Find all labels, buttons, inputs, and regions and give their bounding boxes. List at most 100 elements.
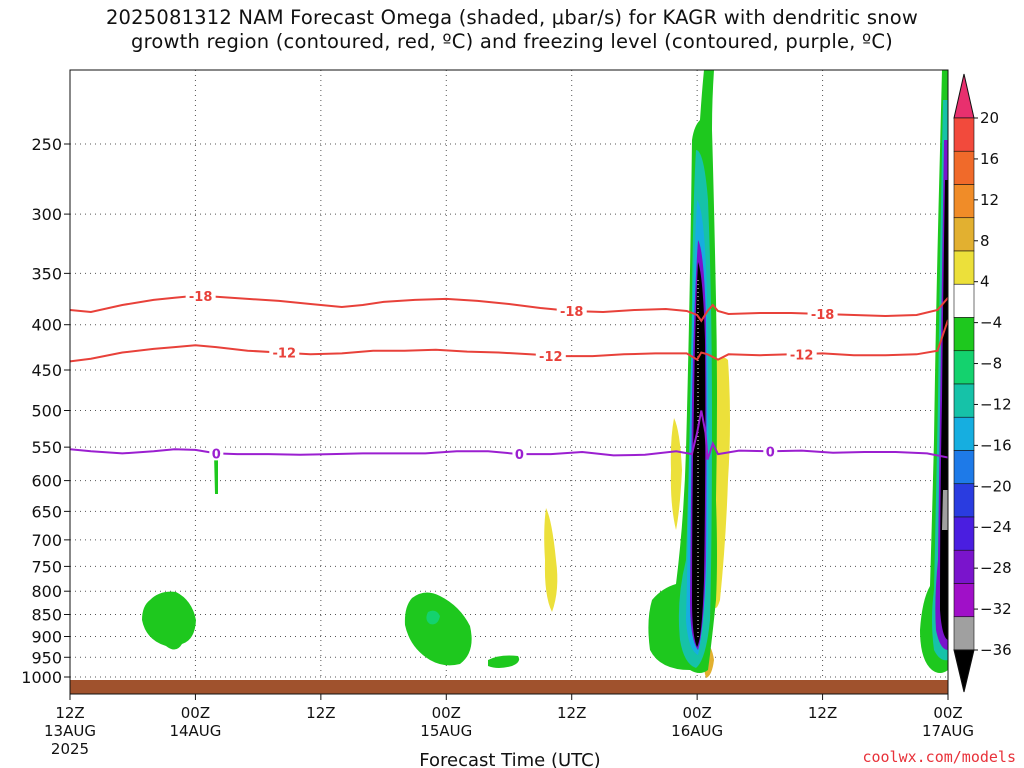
x-tick-label-0: 12Z [55, 704, 84, 722]
y-tick-label-750: 750 [31, 557, 62, 576]
contour-label-2-2: 0 [766, 445, 775, 460]
contour-label-bg-2-1 [512, 446, 527, 462]
omega-positive-16aug-left [670, 418, 682, 530]
y-tick-label-300: 300 [31, 205, 62, 224]
contour-label-0-0: -18 [189, 290, 213, 305]
x-tick-label-6: 12Z [808, 704, 837, 722]
colorbar-label-2: 12 [980, 191, 999, 209]
colorbar-bin-2 [953, 150, 975, 185]
x-tick-label-4: 12Z [557, 704, 586, 722]
contour-label-1-2: -12 [790, 348, 814, 363]
x-tick-date-0: 13AUG [44, 722, 96, 740]
colorbar-bin-8 [953, 350, 975, 385]
y-tick-label-950: 950 [31, 648, 62, 667]
colorbar-label-10: −24 [980, 518, 1012, 536]
contour-label-bg-1-2 [786, 346, 817, 362]
omega-blob-15aug-small [488, 655, 520, 668]
y-tick-label-550: 550 [31, 438, 62, 457]
colorbar-label-0: 20 [980, 109, 999, 127]
colorbar-bottom-arrow [953, 649, 975, 693]
colorbar-bin-14 [953, 549, 975, 584]
colorbar-bin-6 [953, 283, 975, 318]
colorbar-bin-5 [953, 250, 975, 285]
contour-label-0-1: -18 [560, 305, 584, 320]
contour-label-2-1: 0 [515, 448, 524, 463]
ground-surface [70, 680, 948, 694]
contour-label-bg-0-1 [556, 303, 587, 319]
omega-positive-12z15aug [544, 508, 558, 612]
y-axis-labels: 250 300 350 400 450 500 550 600 650 700 750 800 850 9… [21, 135, 70, 687]
omega-column-17aug-gray [942, 490, 948, 530]
x-tick-date-5: 16AUG [671, 722, 723, 740]
colorbar-label-1: 16 [980, 150, 999, 168]
contour-label-0-2: -18 [811, 308, 835, 323]
omega-blob-14aug [142, 591, 196, 650]
colorbar-label-5: −4 [980, 314, 1002, 332]
x-tick-label-3: 00Z [432, 704, 461, 722]
y-tick-label-600: 600 [31, 472, 62, 491]
y-tick-label-350: 350 [31, 264, 62, 283]
colorbar-bin-11 [953, 450, 975, 485]
x-tick-date-3: 15AUG [420, 722, 472, 740]
colorbar-label-4: 4 [980, 273, 990, 291]
colorbar-label-11: −28 [980, 559, 1012, 577]
colorbar-label-13: −36 [980, 641, 1012, 659]
colorbar-label-8: −16 [980, 436, 1012, 454]
contour-label-1-0: -12 [273, 347, 297, 362]
y-tick-label-1000: 1000 [21, 668, 62, 687]
contour-lines: -18 -18 -18 -12 -12 -12 0 0 0 [70, 287, 948, 463]
colorbar-bin-4 [953, 217, 975, 252]
plot-background [70, 70, 948, 694]
x-tick-date-7: 17AUG [922, 722, 974, 740]
colorbar-bin-15 [953, 583, 975, 618]
x-tick-label-2: 12Z [306, 704, 335, 722]
omega-blob-14aug-streak [214, 454, 218, 494]
x-tick-year-0: 2025 [51, 740, 89, 758]
colorbar-bin-16 [953, 616, 975, 651]
title-line-1: 2025081312 NAM Forecast Omega (shaded, μ… [105, 6, 919, 29]
colorbar-bin-3 [953, 184, 975, 219]
colorbar-label-12: −32 [980, 600, 1012, 618]
credit-text: coolwx.com/models [862, 748, 1016, 766]
colorbar-bin-7 [953, 317, 975, 352]
x-tick-label-5: 00Z [682, 704, 711, 722]
omega-blob-15aug-teal [426, 610, 440, 625]
contour-label-bg-2-0 [209, 445, 224, 461]
colorbar-bin-10 [953, 416, 975, 451]
colorbar-bin-13 [953, 516, 975, 551]
colorbar-label-3: 8 [980, 232, 990, 250]
colorbar-bin-1 [953, 117, 975, 152]
colorbar-label-7: −12 [980, 395, 1012, 413]
contour-label-2-0: 0 [212, 447, 221, 462]
x-axis-title: Forecast Time (UTC) [419, 750, 600, 768]
y-tick-label-500: 500 [31, 402, 62, 421]
y-tick-label-650: 650 [31, 502, 62, 521]
colorbar-label-6: −8 [980, 355, 1002, 373]
contour-label-bg-1-1 [535, 348, 566, 364]
y-tick-label-700: 700 [31, 531, 62, 550]
y-tick-label-400: 400 [31, 316, 62, 335]
x-tick-date-1: 14AUG [169, 722, 221, 740]
y-tick-label-850: 850 [31, 606, 62, 625]
colorbar: 20 16 12 8 4 −4 −8 −12 −16 −20 −24 −28 −32 −36 [953, 73, 1012, 693]
omega-blob-15aug [404, 592, 472, 666]
chart-title: 2025081312 NAM Forecast Omega (shaded, μ… [0, 6, 1024, 54]
colorbar-top-arrow [953, 73, 975, 119]
colorbar-label-9: −20 [980, 477, 1012, 495]
y-tick-label-250: 250 [31, 135, 62, 154]
omega-shading [142, 70, 948, 678]
colorbar-bin-12 [953, 483, 975, 518]
contour-label-bg-2-2 [763, 443, 778, 459]
x-tick-label-7: 00Z [933, 704, 962, 722]
x-tick-label-1: 00Z [181, 704, 210, 722]
y-tick-label-800: 800 [31, 582, 62, 601]
contour-label-1-1: -12 [539, 350, 563, 365]
contour-label-bg-0-2 [807, 305, 838, 321]
y-tick-label-450: 450 [31, 361, 62, 380]
contour-label-bg-1-0 [269, 344, 300, 360]
contour-label-bg-0-0 [185, 287, 216, 303]
colorbar-bin-9 [953, 383, 975, 418]
title-line-2: growth region (contoured, red, ºC) and f… [131, 30, 893, 53]
